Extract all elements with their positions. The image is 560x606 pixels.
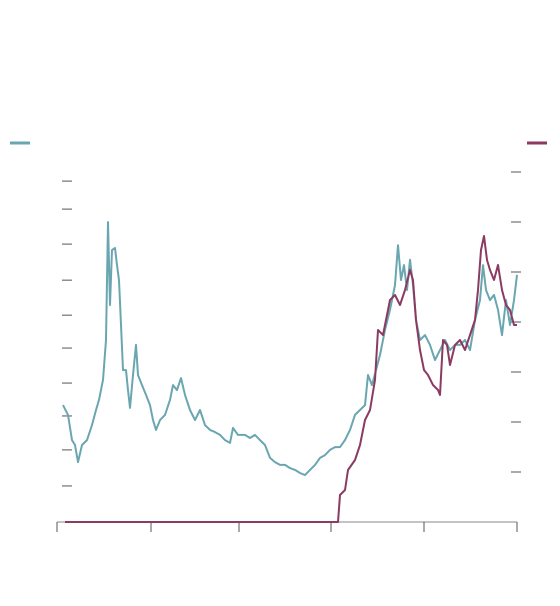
series-line (65, 235, 517, 523)
series-line (62, 221, 518, 477)
